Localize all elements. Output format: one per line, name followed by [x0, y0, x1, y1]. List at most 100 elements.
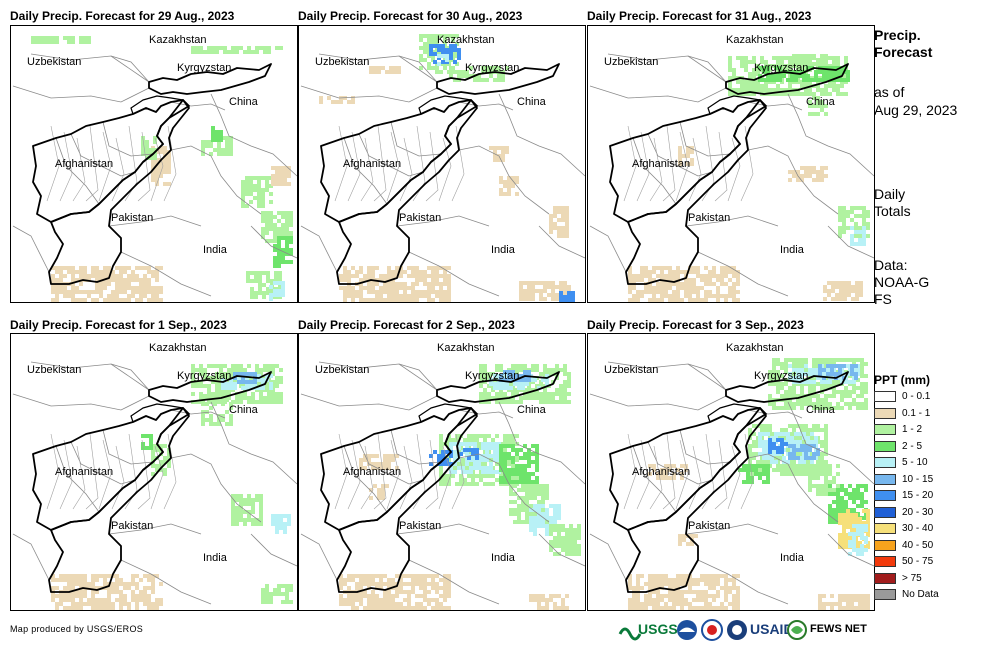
- map-label-india: India: [780, 552, 804, 564]
- map-label-uzbekistan: Uzbekistan: [604, 364, 659, 376]
- province-line: [59, 131, 73, 202]
- legend-label: 30 - 40: [902, 523, 934, 534]
- boundary-line: [108, 523, 202, 535]
- map-label-india: India: [203, 552, 227, 564]
- map-label-uzbekistan: Uzbekistan: [27, 364, 82, 376]
- map-label-kazakhstan: Kazakhstan: [726, 342, 784, 354]
- province-line: [373, 433, 387, 510]
- boundary-line: [12, 533, 50, 581]
- boundary-line: [589, 85, 727, 103]
- province-line: [386, 131, 400, 202]
- boundary-line: [827, 225, 874, 259]
- map-label-pakistan: Pakistan: [111, 520, 154, 532]
- boundary-line: [827, 533, 874, 567]
- map-label-kazakhstan: Kazakhstan: [726, 34, 784, 46]
- boundary-line: [589, 393, 727, 411]
- province-line: [688, 445, 702, 510]
- boundary-line: [458, 145, 550, 215]
- boundary-line: [30, 53, 150, 83]
- kyrgyzstan-outline: [148, 63, 272, 95]
- boundary-line: [210, 93, 297, 177]
- legend-label: 50 - 75: [902, 556, 934, 567]
- province-line: [425, 439, 439, 510]
- legend-swatch: [874, 490, 896, 501]
- boundary-line: [70, 133, 136, 177]
- province-line: [714, 131, 728, 202]
- map-credit: Map produced by USGS/EROS: [10, 624, 144, 634]
- map-panel-4: Kazakhstan Uzbekistan Kyrgyzstan China Afgha…: [10, 333, 298, 611]
- map-label-india: India: [491, 552, 515, 564]
- legend-label: 10 - 15: [902, 473, 934, 485]
- boundary-line: [390, 121, 442, 157]
- province-line: [399, 137, 413, 202]
- boundary-line: [647, 441, 713, 485]
- map-label-uzbekistan: Uzbekistan: [315, 364, 370, 376]
- legend-title: PPT (mm): [874, 373, 931, 387]
- map-label-afghanistan: Afghanistan: [632, 158, 691, 170]
- legend-label: 20 - 30: [902, 506, 934, 518]
- province-line: [98, 131, 112, 202]
- boundary-line: [70, 441, 136, 485]
- province-line: [150, 445, 164, 510]
- boundary-line: [170, 145, 262, 215]
- boundary-line: [408, 559, 500, 605]
- usgs-text: USGS: [638, 621, 678, 637]
- map-label-afghanistan: Afghanistan: [632, 466, 691, 478]
- legend-swatch: [874, 572, 896, 584]
- legend-swatch: [874, 556, 896, 567]
- boundary-line: [210, 401, 297, 485]
- legend-swatch: [874, 589, 896, 600]
- map-label-china: China: [806, 404, 835, 416]
- province-line: [137, 439, 151, 510]
- boundary-line: [589, 533, 627, 581]
- tajikistan-outline: [130, 403, 184, 423]
- pakistan-outline: [336, 407, 478, 593]
- usgs-logo: USGS: [618, 619, 678, 641]
- boundary-line: [250, 533, 297, 567]
- map-label-kyrgyzstan: Kyrgyzstan: [177, 62, 232, 74]
- province-line: [399, 445, 413, 510]
- tajikistan-outline: [707, 403, 761, 423]
- province-line: [347, 131, 361, 202]
- legend-label: 15 - 20: [902, 490, 934, 501]
- province-line: [451, 433, 465, 510]
- boundary-line: [398, 55, 438, 83]
- map-label-kyrgyzstan: Kyrgyzstan: [754, 62, 809, 74]
- boundary-line: [538, 225, 585, 259]
- boundary-line: [396, 215, 490, 227]
- province-line: [163, 125, 177, 202]
- province-line: [425, 131, 439, 202]
- map-svg: [300, 361, 585, 610]
- kyrgyzstan-outline: [148, 371, 272, 403]
- province-line: [412, 125, 426, 202]
- boundary-line: [110, 55, 150, 83]
- pakistan-outline: [48, 407, 190, 593]
- boundary-line: [458, 453, 550, 523]
- province-line: [740, 125, 754, 202]
- map-label-uzbekistan: Uzbekistan: [315, 56, 370, 68]
- kyrgyzstan-outline: [436, 63, 560, 95]
- province-line: [649, 445, 663, 510]
- panel-title-5: Daily Precip. Forecast for 2 Sep., 2023: [298, 318, 515, 332]
- map-label-china: China: [806, 96, 835, 108]
- map-label-afghanistan: Afghanistan: [55, 466, 114, 478]
- boundary-line: [102, 121, 154, 157]
- pakistan-outline: [336, 99, 478, 285]
- legend-swatch: [874, 440, 896, 452]
- boundary-line: [697, 251, 789, 297]
- boundary-line: [685, 215, 779, 227]
- map-label-pakistan: Pakistan: [399, 520, 442, 532]
- globe-icon: [787, 620, 807, 640]
- boundary-line: [679, 429, 731, 465]
- precip-layer: [628, 54, 870, 302]
- legend-swatch: [874, 457, 896, 468]
- boundary-line: [358, 133, 424, 177]
- fewsnet-logo: FEWS NET: [786, 619, 867, 641]
- map-label-pakistan: Pakistan: [688, 520, 731, 532]
- tajikistan-outline: [707, 95, 761, 115]
- province-line: [360, 445, 374, 510]
- province-line: [675, 131, 689, 202]
- province-line: [124, 125, 138, 202]
- map-label-china: China: [229, 404, 258, 416]
- boundary-line: [787, 93, 874, 177]
